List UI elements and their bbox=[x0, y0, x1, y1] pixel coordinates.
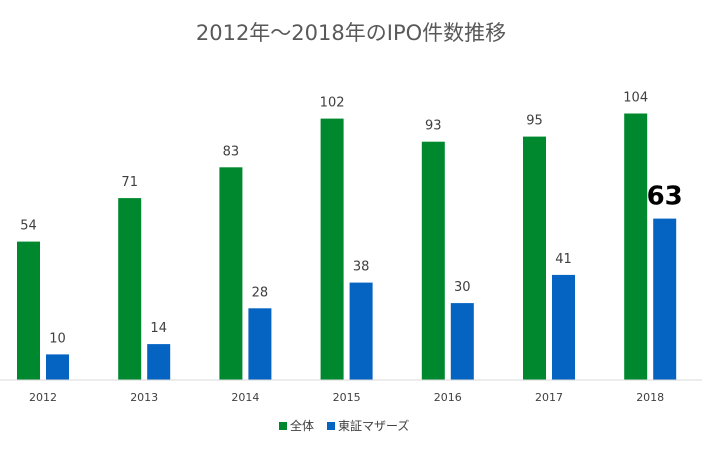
bar-mothers-2012 bbox=[46, 354, 69, 380]
chart-title: 2012年～2018年のIPO件数推移 bbox=[196, 21, 506, 45]
data-label-mothers-2014: 28 bbox=[252, 285, 269, 300]
bar-total-2018 bbox=[624, 113, 648, 380]
bar-mothers-2015 bbox=[349, 282, 373, 380]
data-label-total-2016: 93 bbox=[425, 119, 442, 134]
x-tick-label-2014: 2014 bbox=[231, 391, 259, 404]
bar-mothers-2016 bbox=[450, 303, 474, 380]
data-label-total-2012: 54 bbox=[20, 219, 37, 234]
bar-total-2013 bbox=[118, 198, 142, 380]
x-tick-label-2012: 2012 bbox=[29, 391, 57, 404]
bar-total-2012 bbox=[17, 241, 40, 380]
x-tick-label-2018: 2018 bbox=[636, 391, 664, 404]
bars-group bbox=[17, 113, 677, 381]
legend: 全体 東証マザーズ bbox=[279, 418, 409, 433]
bar-mothers-2014 bbox=[248, 308, 272, 381]
x-tick-label-2015: 2015 bbox=[333, 391, 361, 404]
bar-total-2017 bbox=[523, 136, 546, 380]
bar-total-2016 bbox=[421, 141, 445, 380]
bar-mothers-2017 bbox=[552, 274, 575, 380]
data-label-total-2013: 71 bbox=[121, 175, 138, 190]
legend-label-total: 全体 bbox=[290, 418, 314, 433]
bar-total-2014 bbox=[219, 167, 243, 380]
legend-label-mothers: 東証マザーズ bbox=[338, 418, 409, 433]
data-label-mothers-2013: 14 bbox=[150, 321, 167, 336]
data-label-total-2018: 104 bbox=[623, 91, 648, 106]
x-tick-label-2016: 2016 bbox=[434, 391, 462, 404]
data-label-mothers-2015: 38 bbox=[353, 260, 370, 275]
bar-mothers-2013 bbox=[147, 344, 171, 380]
bar-total-2015 bbox=[320, 118, 344, 380]
data-label-mothers-2012: 10 bbox=[49, 331, 66, 346]
data-label-mothers-2017: 41 bbox=[555, 252, 572, 267]
data-label-mothers-2016: 30 bbox=[454, 280, 471, 295]
data-label-total-2014: 83 bbox=[223, 144, 240, 159]
legend-swatch-total bbox=[279, 422, 287, 430]
data-labels-group: 54 10 71 14 83 28 102 38 93 30 95 41 104 63 bbox=[20, 91, 683, 347]
legend-swatch-mothers bbox=[327, 422, 335, 430]
bar-mothers-2018 bbox=[653, 218, 677, 380]
x-tick-label-2013: 2013 bbox=[130, 391, 158, 404]
data-label-total-2017: 95 bbox=[526, 114, 543, 129]
x-tick-labels-group: 2012 2013 2014 2015 2016 2017 2018 bbox=[29, 391, 664, 404]
x-tick-label-2017: 2017 bbox=[535, 391, 563, 404]
data-label-total-2015: 102 bbox=[320, 96, 345, 111]
data-label-mothers-2018: 63 bbox=[647, 182, 683, 212]
